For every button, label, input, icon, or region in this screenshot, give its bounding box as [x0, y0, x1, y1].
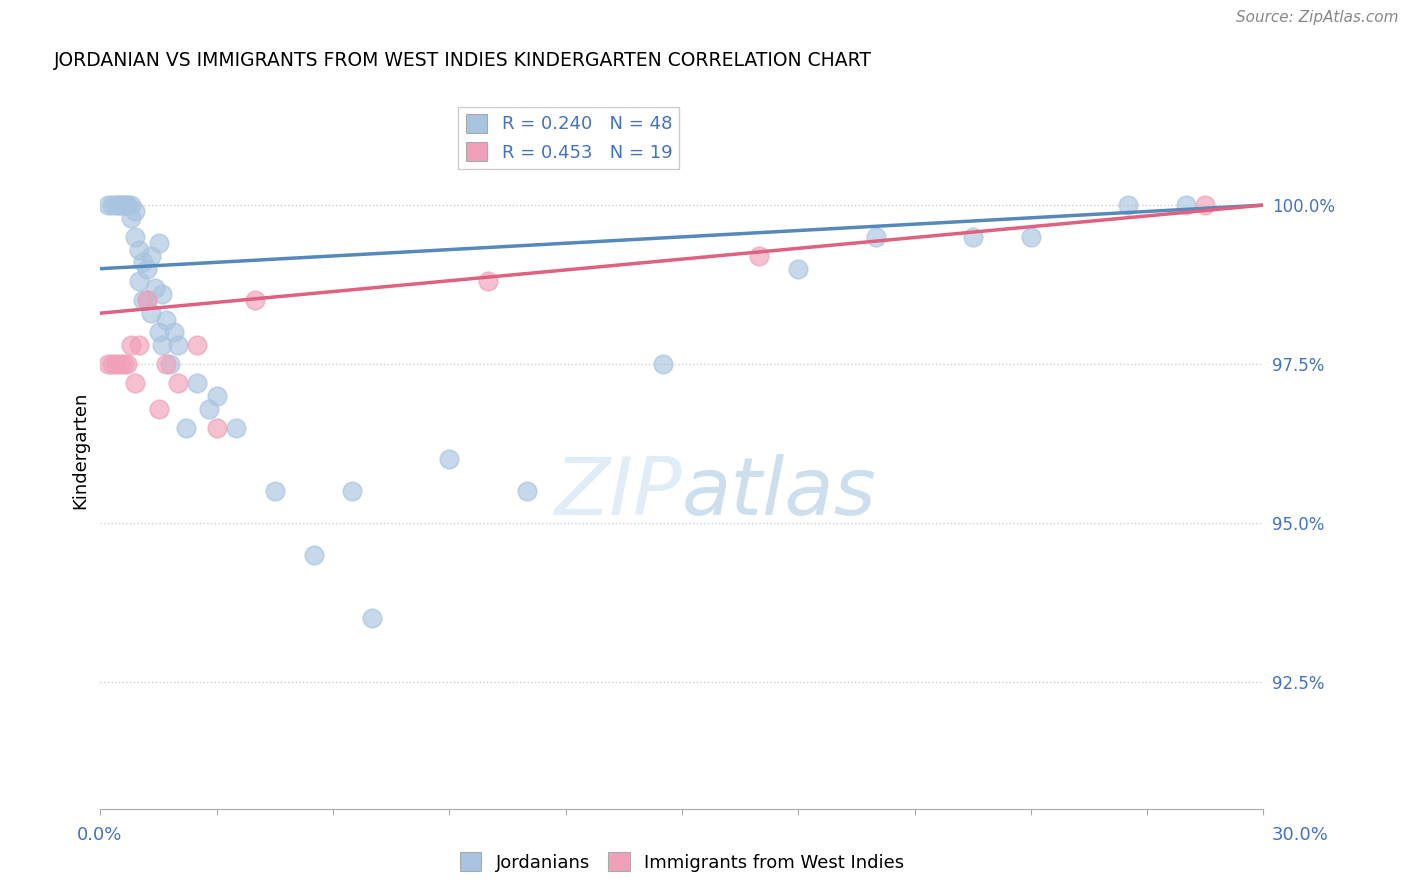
- Point: [225, 420, 247, 434]
- Point: [1174, 198, 1197, 212]
- Point: [150, 338, 173, 352]
- Point: [132, 255, 155, 269]
- Point: [155, 312, 177, 326]
- Point: [120, 211, 142, 225]
- Point: [205, 389, 228, 403]
- Point: [263, 484, 285, 499]
- Point: [128, 243, 150, 257]
- Point: [108, 198, 131, 212]
- Point: [112, 357, 135, 371]
- Legend: R = 0.240   N = 48, R = 0.453   N = 19: R = 0.240 N = 48, R = 0.453 N = 19: [458, 107, 679, 169]
- Point: [186, 338, 208, 352]
- Point: [962, 230, 984, 244]
- Text: JORDANIAN VS IMMIGRANTS FROM WEST INDIES KINDERGARTEN CORRELATION CHART: JORDANIAN VS IMMIGRANTS FROM WEST INDIES…: [53, 51, 872, 70]
- Point: [128, 338, 150, 352]
- Point: [159, 357, 181, 371]
- Point: [167, 376, 190, 390]
- Point: [245, 293, 267, 308]
- Point: [128, 274, 150, 288]
- Point: [143, 281, 166, 295]
- Point: [139, 249, 162, 263]
- Point: [148, 236, 170, 251]
- Text: atlas: atlas: [682, 454, 876, 532]
- Point: [124, 230, 146, 244]
- Point: [1116, 198, 1139, 212]
- Point: [150, 287, 173, 301]
- Text: ZIP: ZIP: [554, 454, 682, 532]
- Point: [124, 204, 146, 219]
- Point: [117, 198, 139, 212]
- Point: [186, 376, 208, 390]
- Y-axis label: Kindergarten: Kindergarten: [72, 392, 89, 508]
- Point: [148, 401, 170, 416]
- Point: [477, 274, 499, 288]
- Text: 0.0%: 0.0%: [77, 826, 122, 844]
- Point: [132, 293, 155, 308]
- Point: [198, 401, 221, 416]
- Point: [865, 230, 887, 244]
- Text: 30.0%: 30.0%: [1272, 826, 1329, 844]
- Point: [439, 452, 461, 467]
- Point: [112, 198, 135, 212]
- Point: [108, 198, 131, 212]
- Point: [205, 420, 228, 434]
- Point: [139, 306, 162, 320]
- Point: [135, 293, 157, 308]
- Point: [787, 261, 810, 276]
- Point: [120, 198, 142, 212]
- Point: [124, 376, 146, 390]
- Point: [108, 357, 131, 371]
- Point: [101, 198, 124, 212]
- Point: [112, 198, 135, 212]
- Point: [104, 357, 127, 371]
- Point: [748, 249, 770, 263]
- Point: [101, 357, 124, 371]
- Point: [117, 198, 139, 212]
- Point: [117, 357, 139, 371]
- Point: [97, 198, 120, 212]
- Point: [651, 357, 673, 371]
- Point: [163, 325, 186, 339]
- Point: [120, 338, 142, 352]
- Point: [1019, 230, 1042, 244]
- Point: [104, 198, 127, 212]
- Point: [155, 357, 177, 371]
- Point: [174, 420, 197, 434]
- Point: [360, 611, 382, 625]
- Point: [135, 261, 157, 276]
- Point: [302, 548, 325, 562]
- Text: Source: ZipAtlas.com: Source: ZipAtlas.com: [1236, 11, 1399, 25]
- Point: [1194, 198, 1216, 212]
- Point: [97, 357, 120, 371]
- Point: [516, 484, 538, 499]
- Point: [135, 293, 157, 308]
- Point: [342, 484, 364, 499]
- Point: [167, 338, 190, 352]
- Point: [148, 325, 170, 339]
